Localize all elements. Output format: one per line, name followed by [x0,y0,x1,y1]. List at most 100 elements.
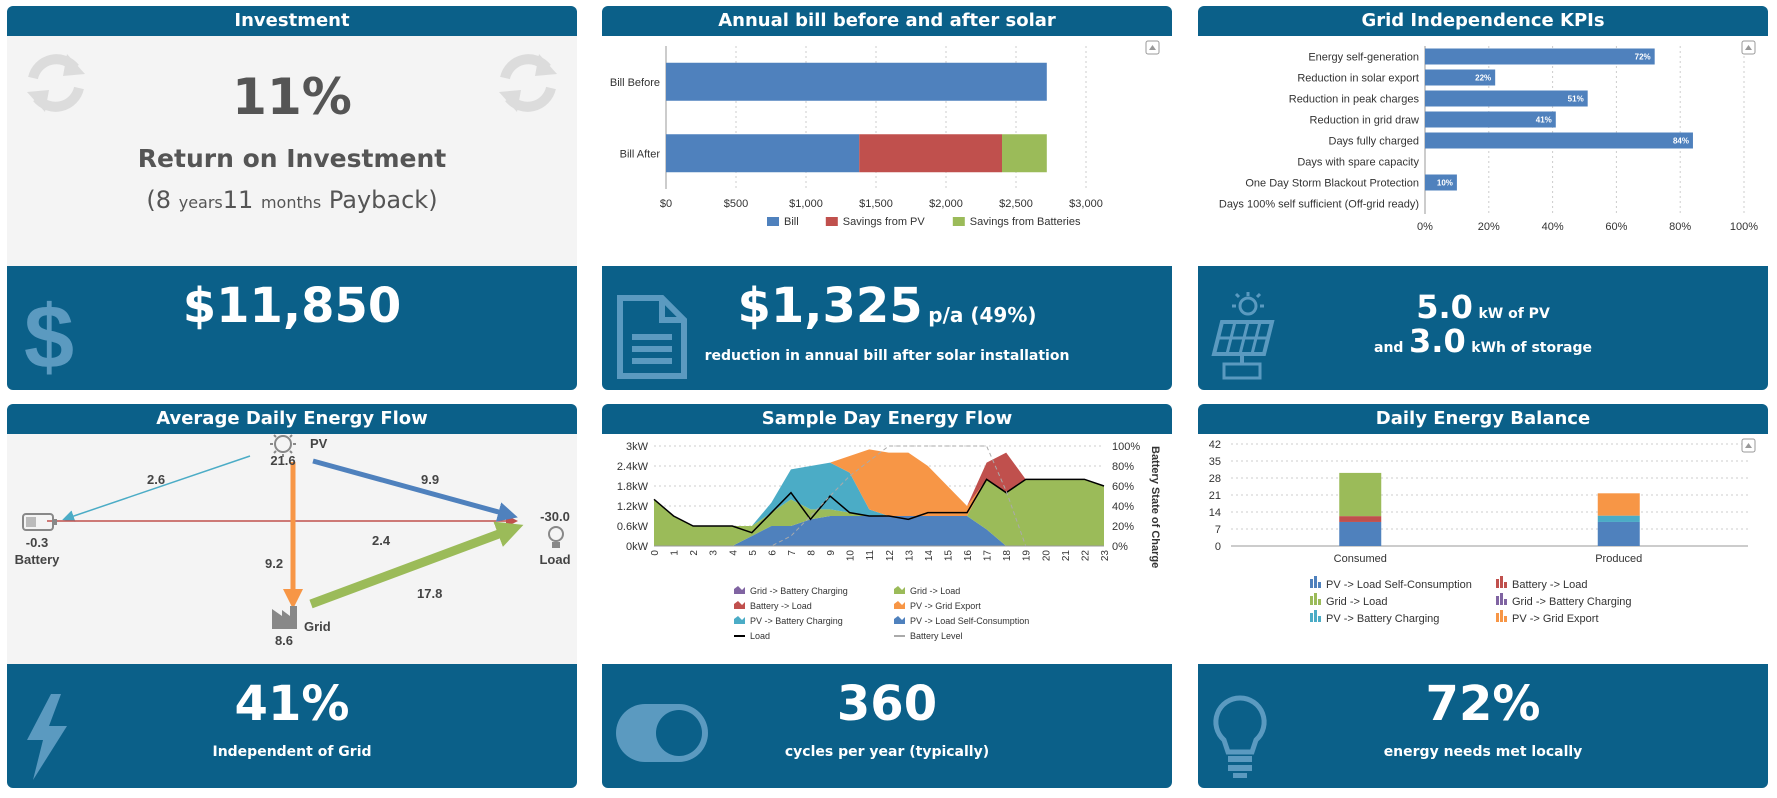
independence-value: 41% [234,676,350,732]
legend-swatch [734,601,745,609]
kpi-value-label: 41% [1536,116,1552,125]
kpi-value-label: 84% [1673,137,1689,146]
battery-value: -0.3 [26,535,48,550]
x-tick-label: 19 [1022,550,1033,562]
battery-icon [22,513,57,531]
grid-label: Grid [304,619,331,634]
lightning-icon [27,694,67,780]
x-tick-label: 9 [826,550,837,556]
refresh-icon [27,54,85,112]
y-tick-label: 1.2kW [617,501,649,513]
legend-swatch [1318,582,1321,588]
flow-grid-load [309,521,524,609]
category-label: Bill After [620,148,661,160]
area-series [654,462,1104,526]
x-tick-label: $1,500 [859,198,893,210]
avg-flow-body: PV 21.6 -0.3 Battery -30.0 Load Grid 8.6… [7,431,577,664]
payback-years: 8 [155,186,172,214]
daily-balance-chart: 0 7 14 21 28 35 42 Consumed Produced PV -> Load S… [1209,438,1756,625]
x-tick-label: 17 [983,550,994,562]
legend-swatch [734,586,745,594]
grid-kpis-title: Grid Independence KPIs [1198,6,1768,36]
bar-segment [1597,521,1640,546]
x-tick-label: 2 [689,550,700,556]
x-tick-label: 10 [846,550,857,562]
sample-day-panel: Sample Day Energy Flow 0kW 0.6kW 1.2kW 1.8k… [602,404,1172,788]
legend-swatch [1318,599,1321,605]
export-menu-icon-glyph [1149,45,1156,50]
payback-close: ) [428,186,438,214]
document-icon [617,295,687,379]
y-tick-label: 21 [1209,490,1221,502]
category-label: Energy self-generation [1308,52,1419,64]
x-tick-label: 0 [650,550,661,556]
independence-label: Independent of Grid [212,744,372,760]
bar-segment [1339,521,1382,546]
y-tick-label: 28 [1209,473,1221,485]
payback-years-unit: years [178,193,223,212]
grid-kpis-panel: Grid Independence KPIs 0% 20% 40% 60% 80% 100… [1198,6,1768,390]
legend-item: Load [750,631,770,641]
x-tick-label: 1 [670,550,681,556]
storage-prefix: and [1374,340,1404,356]
legend-swatch [1500,593,1503,605]
flow-label-grid-load: 17.8 [417,586,442,601]
legend-item: PV -> Battery Charging [750,616,843,626]
flow-pv-battery [62,455,251,522]
category-label: Reduction in peak charges [1289,94,1420,106]
pv-value: 21.6 [270,453,295,468]
dollar-icon: $ [24,290,74,380]
category-label: Days fully charged [1329,136,1420,148]
legend-item: PV -> Battery Charging [1326,613,1439,625]
flow-pv-load [312,458,518,522]
legend-swatch [1496,579,1499,588]
x-tick-label: $1,000 [789,198,823,210]
pv-size-value: 5.0 [1416,288,1473,326]
payback-text: (8 years11 months Payback) [7,186,577,214]
legend-item: PV -> Grid Export [1512,613,1599,625]
payback-months-unit: months [260,193,322,212]
roi-value: 11% [232,68,352,126]
pv-label: PV [310,436,328,451]
category-label: Days with spare capacity [1297,157,1419,169]
x-tick-label: 14 [924,550,935,562]
category-label: Days 100% self sufficient (Off-grid read… [1219,199,1419,211]
grid-kpis-chart: 0% 20% 40% 60% 80% 100% Energy self-generation… [1219,40,1758,233]
grid-kpis-footer: 5.0 kW of PV and 3.0 kWh of storage [1198,266,1768,390]
bar-segment [859,134,1002,173]
y2-tick-label: 60% [1112,481,1134,493]
x-tick-label: 4 [728,550,739,556]
legend-swatch [1500,576,1503,588]
area-series [654,449,1104,526]
legend-item: Grid -> Battery Charging [1512,596,1632,608]
bar-segment [1002,134,1047,173]
annual-bill-chart: $0 $500 $1,000 $1,500 $2,000 $2,500 $3,000 Bill… [610,40,1160,228]
x-tick-label: 22 [1080,550,1091,562]
x-tick-label: 7 [787,550,798,556]
line-series [653,478,1105,534]
x-tick-label: $0 [660,198,672,210]
y2-tick-label: 100% [1112,441,1140,453]
storage-size-unit: kWh of storage [1471,340,1592,356]
refresh-icon [499,54,557,112]
x-tick-label: 6 [767,550,778,556]
legend-swatch [1310,613,1313,622]
grid-kpis-body: 0% 20% 40% 60% 80% 100% Energy self-generation… [1198,36,1768,266]
annual-bill-title: Annual bill before and after solar [602,6,1172,36]
legend-item: PV -> Load Self-Consumption [910,616,1029,626]
legend-item: Grid -> Load [910,586,960,596]
legend-swatch [894,586,905,594]
x-tick-label: 3 [709,550,720,556]
legend-swatch [1318,616,1321,622]
bill-saving-value: $1,325 [737,278,923,334]
legend-swatch [1314,576,1317,588]
x-tick-label: 13 [904,550,915,562]
legend-swatch [767,217,779,226]
avg-flow-footer: 41% Independent of Grid [7,664,577,788]
bill-saving-suffix: p/a (49%) [928,303,1037,327]
x-tick-label: $2,000 [929,198,963,210]
x-tick-label: 21 [1061,550,1072,562]
flow-label-battery-load: 2.4 [372,533,391,548]
legend-swatch [1310,596,1313,605]
local-label: energy needs met locally [1383,744,1583,760]
